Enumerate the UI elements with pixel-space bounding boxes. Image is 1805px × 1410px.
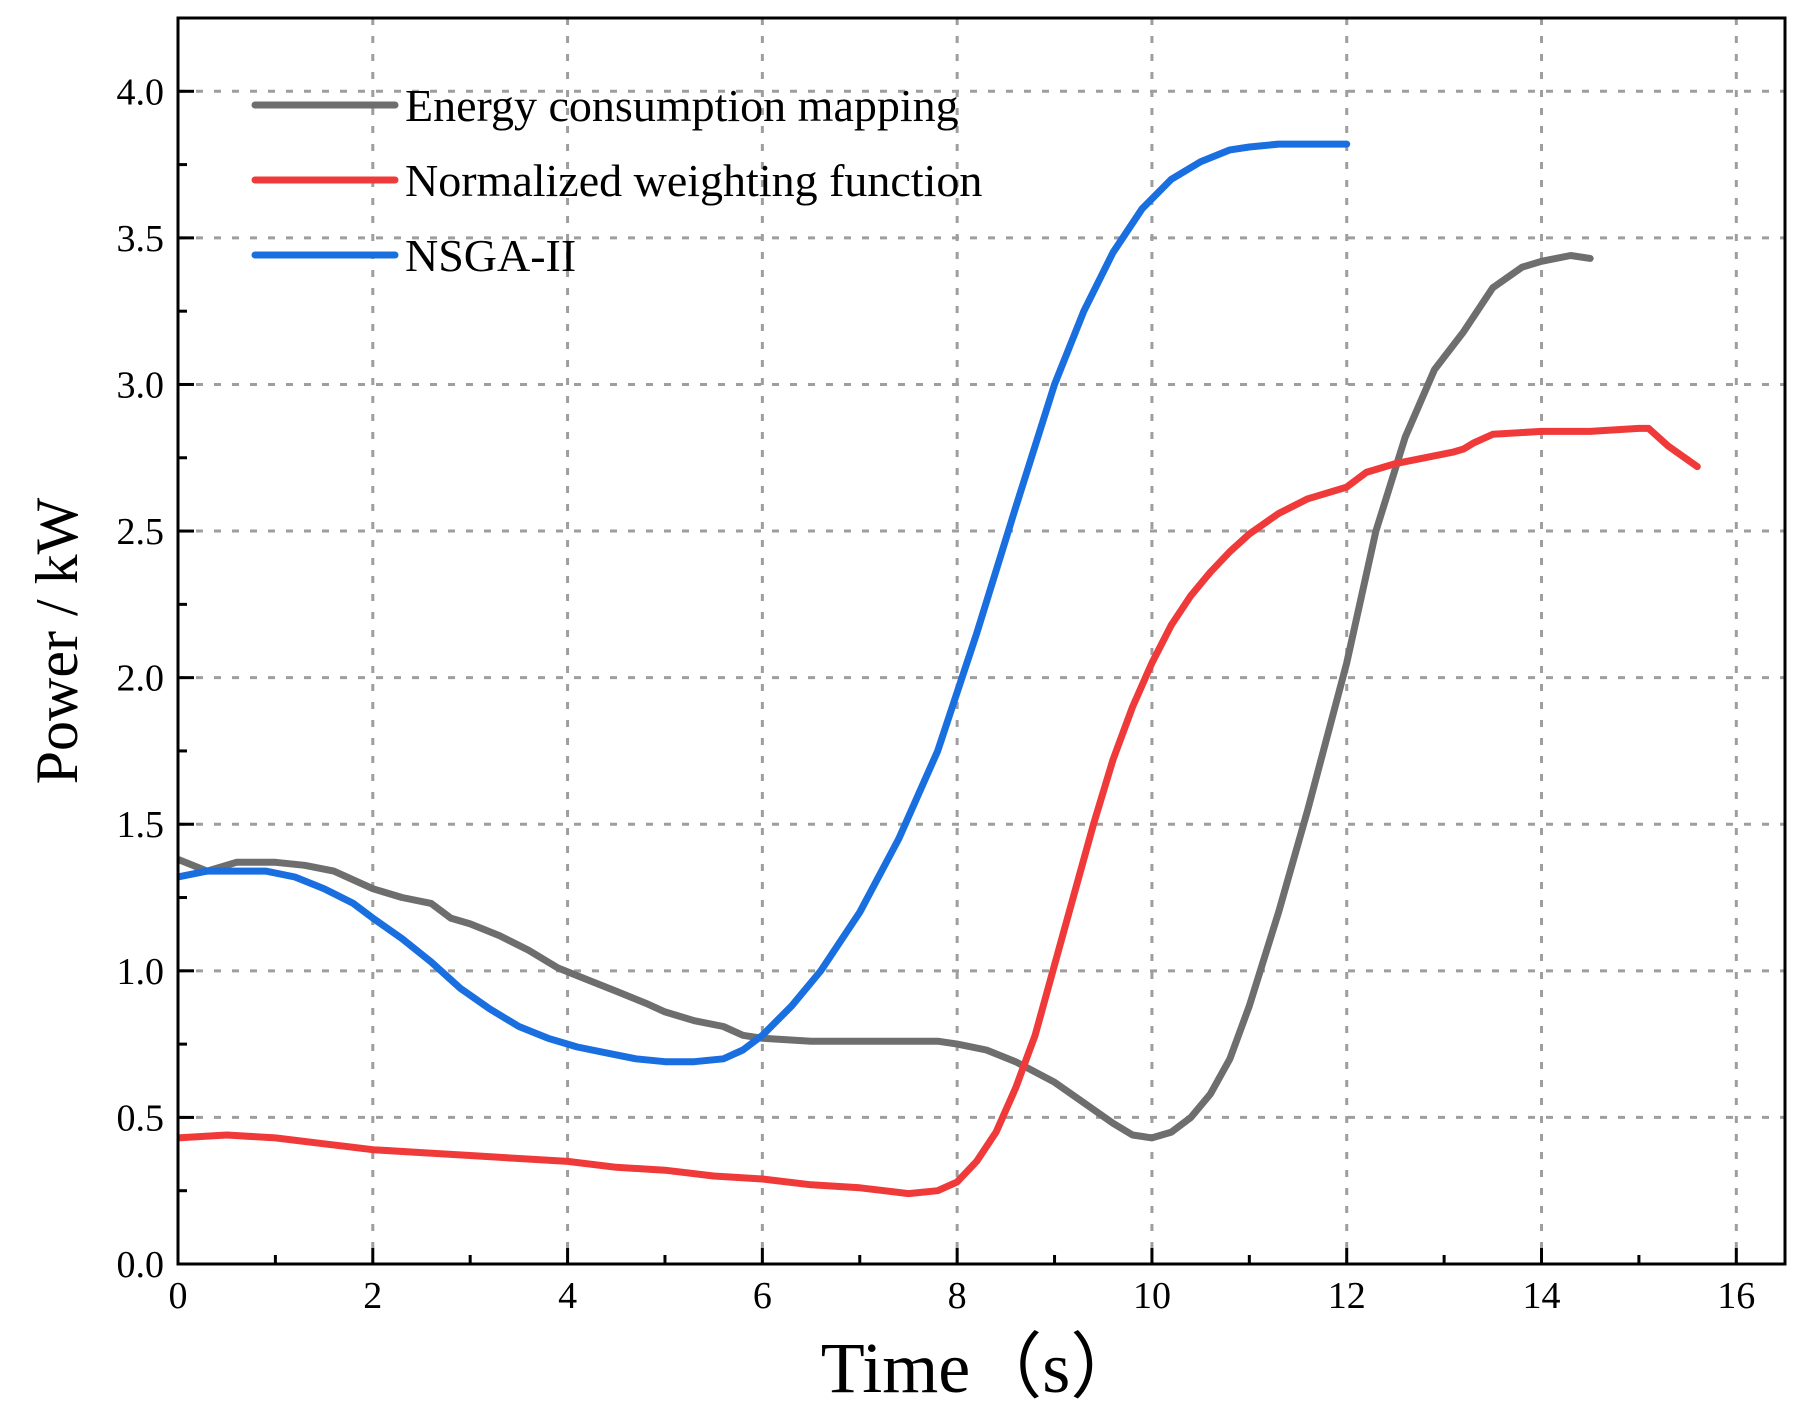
y-axis-title: Power / kW — [24, 497, 90, 784]
y-tick-label: 3.0 — [117, 364, 165, 406]
series-line-1 — [178, 252, 1594, 1142]
y-tick-label: 1.0 — [117, 951, 165, 993]
x-tick-label: 16 — [1717, 1275, 1755, 1317]
y-tick-label: 1.5 — [117, 804, 165, 846]
y-tick-label: 2.0 — [117, 658, 165, 700]
legend-label: Energy consumption mapping — [405, 80, 959, 131]
legend: Energy consumption mapping Normalized wei… — [251, 80, 982, 281]
x-tick-label: 6 — [753, 1275, 772, 1317]
x-tick-label: 8 — [948, 1275, 967, 1317]
x-tick-label: 10 — [1133, 1275, 1171, 1317]
x-tick-label: 2 — [363, 1275, 382, 1317]
x-tick-label: 4 — [558, 1275, 577, 1317]
y-tick-label: 3.5 — [117, 218, 165, 260]
y-tick-label: 2.5 — [117, 511, 165, 553]
series-line-3 — [178, 140, 1351, 1066]
legend-label: Normalized weighting function — [405, 155, 982, 206]
x-tick-label: 14 — [1523, 1275, 1561, 1317]
y-tick-label: 4.0 — [117, 71, 165, 113]
x-tick-label: 0 — [169, 1275, 188, 1317]
plot-frame — [176, 16, 1787, 1266]
axis-ticks — [176, 89, 1738, 1266]
x-tick-label: 12 — [1328, 1275, 1366, 1317]
tick-labels: 0 2 4 6 8 10 12 14 16 0.0 0.5 1.0 1.5 2.0 2.5 3.0 3.5 4.0 — [117, 71, 1756, 1317]
x-axis-title: Time（s） — [821, 1328, 1142, 1408]
y-tick-label: 0.5 — [117, 1097, 165, 1139]
series-line-2 — [178, 424, 1701, 1198]
series-lines — [178, 140, 1701, 1198]
legend-label: NSGA-II — [405, 230, 576, 281]
y-tick-label: 0.0 — [117, 1244, 165, 1286]
